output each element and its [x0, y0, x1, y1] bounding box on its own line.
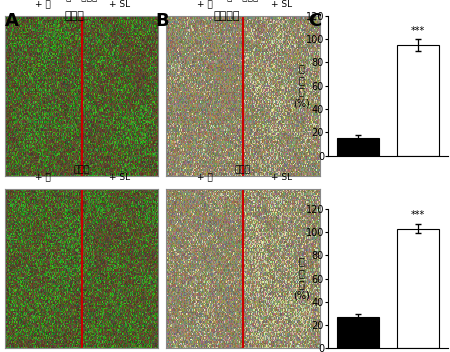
- Text: ***: ***: [411, 210, 425, 220]
- Text: 処理前: 処理前: [64, 11, 84, 20]
- Bar: [397, 45, 439, 156]
- Title: 低SL変異体: 低SL変異体: [227, 0, 259, 1]
- Text: + SL: + SL: [109, 0, 130, 10]
- Text: A: A: [5, 12, 19, 30]
- Text: + SL: + SL: [271, 173, 292, 182]
- Y-axis label: 生
存
率
(%): 生 存 率 (%): [293, 256, 310, 301]
- Text: C: C: [308, 12, 321, 30]
- Text: + 水: + 水: [197, 0, 212, 10]
- Text: + 水: + 水: [35, 173, 51, 182]
- Text: + SL: + SL: [271, 0, 292, 10]
- Text: + 水: + 水: [197, 173, 212, 182]
- Title: 野生型: 野生型: [235, 165, 251, 174]
- Text: ***: ***: [411, 26, 425, 36]
- Bar: [397, 228, 439, 348]
- Title: 低SL変異体: 低SL変異体: [65, 0, 97, 1]
- Text: + 水: + 水: [35, 0, 51, 10]
- Bar: [337, 138, 379, 156]
- Text: B: B: [155, 12, 169, 30]
- Bar: [337, 317, 379, 348]
- Title: 野生型: 野生型: [73, 165, 89, 174]
- Text: 乾燥処理: 乾燥処理: [214, 11, 240, 20]
- Y-axis label: 生
存
率
(%): 生 存 率 (%): [293, 63, 310, 108]
- Text: + SL: + SL: [109, 173, 130, 182]
